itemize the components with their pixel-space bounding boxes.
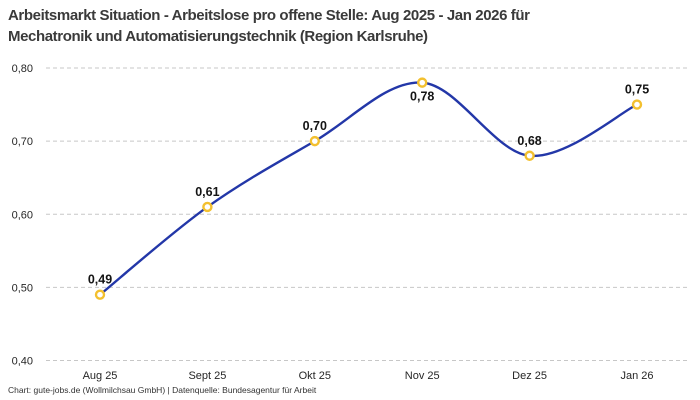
data-point-label: 0,68 [517, 134, 541, 148]
data-point-label: 0,49 [88, 273, 112, 287]
x-tick-label: Sept 25 [188, 370, 226, 382]
y-tick-label: 0,40 [12, 356, 33, 368]
y-tick-label: 0,70 [12, 136, 33, 148]
data-point-marker [631, 99, 643, 110]
data-point-marker [94, 289, 106, 300]
x-axis-tick-labels: Aug 25 Sept 25 Okt 25 Nov 25 Dez 25 Jan 26 [83, 370, 654, 382]
x-tick-label: Okt 25 [299, 370, 331, 382]
data-point-labels: 0,49 0,61 0,70 0,78 0,68 0,75 [88, 83, 649, 287]
data-point-marker [309, 135, 320, 147]
data-point-marker [202, 201, 213, 213]
data-point-label: 0,75 [625, 83, 649, 97]
chart-title: Arbeitsmarkt Situation - Arbeitslose pro… [8, 5, 530, 47]
y-tick-label: 0,60 [12, 209, 33, 221]
x-tick-label: Dez 25 [512, 370, 547, 382]
data-point-label: 0,78 [410, 90, 434, 104]
y-tick-label: 0,80 [12, 63, 33, 75]
data-point-marker [417, 77, 428, 88]
data-point-marker [524, 150, 535, 161]
chart-title-line1: Arbeitsmarkt Situation - Arbeitslose pro… [8, 7, 530, 24]
x-tick-label: Nov 25 [405, 370, 440, 382]
y-tick-label: 0,50 [12, 282, 33, 294]
data-point-label: 0,61 [195, 185, 219, 199]
line-series [98, 81, 639, 296]
x-tick-label: Aug 25 [83, 370, 118, 382]
y-axis-tick-labels: 0,80 0,70 0,60 0,50 0,40 [12, 63, 33, 368]
data-point-label: 0,70 [303, 119, 327, 133]
x-tick-label: Jan 26 [620, 370, 653, 382]
data-point-markers [94, 77, 643, 300]
chart-title-line2: Mechatronik und Automatisierungstechnik … [8, 28, 428, 45]
gridlines [46, 67, 689, 361]
chart-source-credit: Chart: gute-jobs.de (Wollmilchsau GmbH) … [8, 385, 317, 395]
